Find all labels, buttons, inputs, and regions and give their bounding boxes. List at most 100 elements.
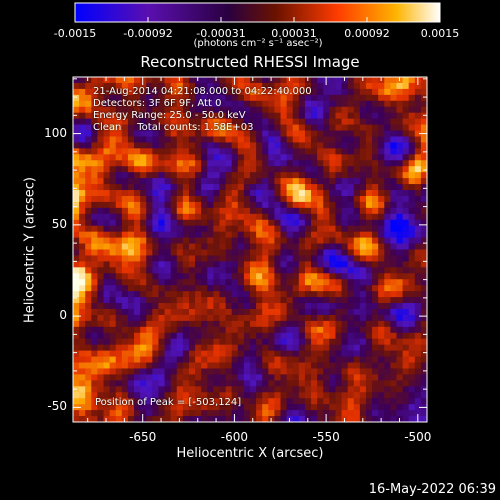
heatmap-cell [274,285,281,292]
heatmap-cell [243,166,251,173]
heatmap-cell [73,106,80,114]
heatmap-cell [85,190,92,197]
heatmap-cell [146,106,153,114]
heatmap-cell [158,404,165,411]
heatmap-cell [420,249,428,256]
heatmap-cell [390,154,397,161]
heatmap-cell [176,255,184,262]
heatmap-cell [85,404,92,411]
heatmap-cell [176,291,184,298]
heatmap-cell [420,82,428,90]
heatmap-cell [292,136,300,143]
heatmap-cell [170,285,178,292]
heatmap-cell [335,338,342,346]
heatmap-cell [268,386,275,393]
heatmap-cell [359,142,367,149]
heatmap-cell [250,243,257,250]
heatmap-cell [85,136,92,143]
heatmap-cell [262,118,269,125]
heatmap-cell [396,136,403,143]
heatmap-cell [396,338,403,346]
heatmap-cell [341,344,349,352]
heatmap-cell [292,213,300,221]
heatmap-cell [188,303,196,310]
heatmap-cell [91,195,98,203]
heatmap-cell [182,94,190,102]
heatmap-cell [317,77,324,84]
heatmap-cell [146,255,153,262]
heatmap-cell [164,332,172,340]
heatmap-cell [231,374,239,381]
heatmap-cell [115,267,123,274]
heatmap-cell [256,392,263,399]
heatmap-cell [152,82,159,90]
heatmap-cell [225,350,233,357]
heatmap-cell [372,231,379,239]
heatmap-cell [347,136,355,143]
heatmap-cell [195,124,202,131]
heatmap-cell [152,77,159,84]
heatmap-cell [341,94,349,102]
heatmap-cell [103,279,111,286]
heatmap-cell [237,374,245,381]
heatmap-cell [225,142,233,149]
heatmap-cell [359,94,367,102]
heatmap-cell [359,249,367,256]
heatmap-cell [378,285,385,292]
heatmap-cell [213,308,220,316]
heatmap-cell [121,77,129,84]
heatmap-cell [262,94,269,102]
heatmap-cell [329,142,336,149]
heatmap-cell [274,94,281,102]
heatmap-cell [79,195,86,203]
heatmap-cell [140,398,147,405]
heatmap-cell [304,225,312,233]
heatmap-cell [164,106,172,114]
heatmap-cell [286,94,294,102]
heatmap-cell [347,100,355,108]
colorbar-tick-label: 0.00092 [344,27,390,40]
heatmap-cell [274,106,281,114]
heatmap-cell [317,82,324,90]
heatmap-cell [79,314,86,322]
heatmap-cell [170,338,178,346]
heatmap-cell [158,154,165,161]
heatmap-cell [286,297,294,304]
heatmap-cell [396,166,403,173]
heatmap-cell [243,344,251,352]
heatmap-cell [311,398,318,405]
heatmap-cell [243,374,251,381]
heatmap-cell [109,184,117,191]
heatmap-cell [359,308,367,316]
heatmap-cell [176,190,184,197]
heatmap-cell [176,184,184,191]
heatmap-cell [408,106,416,114]
heatmap-cell [188,82,196,90]
heatmap-cell [219,237,226,244]
heatmap-cell [414,285,422,292]
heatmap-cell [207,124,214,131]
heatmap-cell [347,338,355,346]
heatmap-cell [420,362,428,369]
heatmap-cell [164,344,172,352]
heatmap-cell [176,219,184,227]
heatmap-cell [158,124,165,131]
heatmap-cell [188,184,196,191]
heatmap-cell [121,82,129,90]
heatmap-cell [85,148,92,155]
heatmap-cell [286,118,294,125]
heatmap-cell [390,88,397,96]
heatmap-cell [372,332,379,340]
heatmap-cell [268,273,275,280]
heatmap-cell [201,166,208,173]
heatmap-cell [286,356,294,363]
heatmap-cell [311,273,318,280]
heatmap-cell [188,332,196,340]
heatmap-cell [274,332,281,340]
heatmap-cell [292,374,300,381]
heatmap-cell [176,261,184,268]
heatmap-cell [188,243,196,250]
heatmap-cell [347,172,355,179]
heatmap-cell [384,100,391,108]
heatmap-cell [170,172,178,179]
